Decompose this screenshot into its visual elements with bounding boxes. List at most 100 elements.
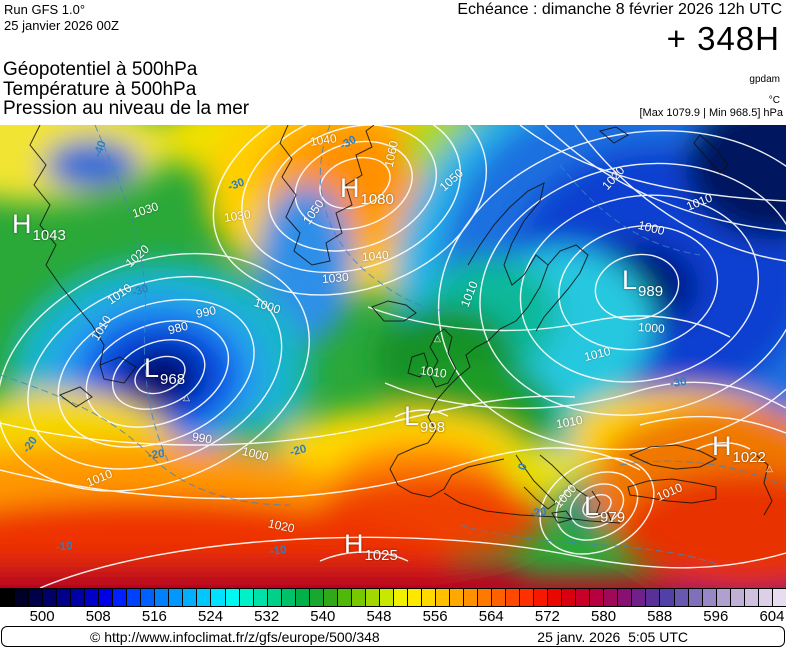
isobar-label: 1000 (637, 320, 666, 336)
colorbar-cell (392, 589, 407, 606)
colorbar-cell (168, 589, 183, 606)
colorbar-cell (617, 589, 632, 606)
pressure-center-letter: H (344, 529, 364, 559)
isotherm-label: -20 (147, 447, 166, 463)
isobar-label: 1010 (582, 343, 612, 365)
colorbar-cell (378, 589, 393, 606)
colorbar-tick-label: 500 (29, 608, 55, 625)
isobar-label: 1010 (419, 363, 448, 381)
isotherm-label: 0 (516, 461, 530, 473)
colorbar-cell (603, 589, 618, 606)
colorbar-cell (308, 589, 323, 606)
colorbar-cell (659, 589, 674, 606)
colorbar-cell (743, 589, 758, 606)
isobar-label: 1000 (636, 217, 666, 239)
colorbar-cell (196, 589, 211, 606)
colorbar-cell (14, 589, 29, 606)
pressure-center-l979: L979 (584, 491, 625, 526)
isotherm-contours (0, 125, 786, 566)
isotherm-label: -10 (269, 543, 288, 559)
forecast-hour: + 348H (666, 20, 780, 57)
footer-bar: © http://www.infoclimat.fr/z/gfs/europe/… (1, 626, 785, 647)
colorbar-tick-label: 604 (759, 608, 785, 625)
colorbar-cell (673, 589, 688, 606)
isobar-label: 1020 (266, 516, 296, 536)
colorbar-cell (224, 589, 239, 606)
pressure-center-l998: L998 (404, 401, 445, 436)
isobar-label: 1040 (361, 247, 390, 265)
colorbar-cell (336, 589, 351, 606)
isobar-label: 990 (194, 303, 218, 321)
pressure-minmax: [Max 1079.9 | Min 968.5] hPa (639, 107, 784, 119)
colorbar-cell (491, 589, 506, 606)
pressure-center-l968: L968 (144, 353, 185, 388)
param-temperature: Température à 500hPa (3, 78, 197, 100)
isobar-label: 1010 (104, 280, 135, 308)
pressure-center-value: 998 (420, 419, 446, 436)
colorbar-tick-label: 540 (310, 608, 336, 625)
colorbar-cell (252, 589, 267, 606)
isobar-label: 1040 (309, 131, 338, 149)
pressure-center-h1022: H1022 (712, 431, 766, 466)
colorbar-cell (210, 589, 225, 606)
colorbar-cell (519, 589, 534, 606)
colorbar-cell (631, 589, 646, 606)
colorbar-cell (701, 589, 716, 606)
map-label-overlay: H1043 H1080 L968 L989 L998 L979 H1025 H1022 1040… (0, 125, 786, 588)
colorbar-cell (729, 589, 744, 606)
colorbar-cell (0, 589, 15, 606)
pressure-center-h1025: H1025 (344, 529, 398, 564)
isotherm-label: -30 (669, 375, 688, 391)
colorbar-cell (463, 589, 478, 606)
pressure-center-value: 1080 (360, 191, 394, 208)
pressure-center-h1080: H1080 (340, 173, 394, 208)
isotherm-label: -30 (130, 282, 151, 300)
isobar-label: 1010 (88, 312, 115, 344)
isobar-label: 1010 (457, 278, 481, 310)
colorbar-cell (757, 589, 772, 606)
colorbar-cell (154, 589, 169, 606)
generation-datetime: 25 janv. 2026 5:05 UTC (537, 628, 688, 645)
isotherm-label: -20 (288, 443, 308, 459)
colorbar-cell (533, 589, 548, 606)
colorbar-tick-label: 516 (141, 608, 167, 625)
run-model: Run GFS 1.0° (4, 2, 86, 17)
colorbar-cell (420, 589, 435, 606)
unit-gpdam: gpdam (749, 74, 780, 85)
isotherm-label: -30 (226, 176, 247, 194)
isobar-label: 980 (166, 318, 190, 338)
pressure-center-letter: H (12, 209, 32, 239)
isobar-label: 1050 (436, 165, 466, 195)
copyright-url: © http://www.infoclimat.fr/z/gfs/europe/… (90, 628, 380, 645)
run-date: 25 janvier 2026 00Z (4, 18, 119, 33)
colorbar-cell (364, 589, 379, 606)
isobar-label: 1000 (240, 443, 270, 465)
pressure-center-value: 979 (600, 509, 626, 526)
colorbar-tick-label: 572 (534, 608, 560, 625)
pressure-center-l989: L989 (622, 265, 663, 300)
weather-map: H1043 H1080 L968 L989 L998 L979 H1025 H1022 1040… (0, 125, 786, 588)
pressure-center-value: 989 (638, 283, 664, 300)
isotherm-label: -20 (529, 505, 548, 521)
colorbar-cell (561, 589, 576, 606)
colorbar-ticks: 500 508 516 524 532 540 548 556 564 572 580 588 596 6… (0, 607, 786, 625)
isobar-label: 1000 (551, 481, 580, 511)
colorbar-tick-label: 564 (478, 608, 504, 625)
isobar-label: 1010 (554, 412, 584, 432)
colorbar-tick-label: 596 (703, 608, 729, 625)
colorbar-cell (589, 589, 604, 606)
colorbar-tick-label: 532 (254, 608, 280, 625)
valid-time: Echéance : dimanche 8 février 2026 12h U… (457, 1, 782, 18)
isobar-label: 1020 (599, 163, 628, 193)
colorbar-tick-label: 580 (591, 608, 617, 625)
isobar-contours (0, 125, 786, 588)
colorbar-cell (266, 589, 281, 606)
isobar-label: 1030 (130, 199, 161, 221)
colorbar-cell (84, 589, 99, 606)
colorbar-cell (140, 589, 155, 606)
param-geopotential: Géopotentiel à 500hPa (3, 59, 198, 80)
colorbar-cell (322, 589, 337, 606)
isotherm-label: -30 (338, 133, 359, 153)
pressure-center-letter: L (622, 265, 638, 295)
pressure-center-value: 1043 (32, 227, 66, 244)
